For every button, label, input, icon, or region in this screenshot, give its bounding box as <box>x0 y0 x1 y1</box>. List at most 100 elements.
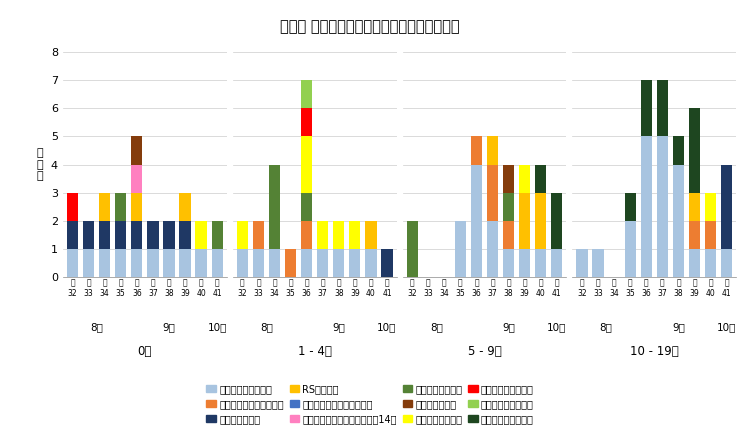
Bar <box>673 136 684 165</box>
Bar <box>657 136 668 277</box>
Bar <box>381 249 393 277</box>
Text: 8月: 8月 <box>260 322 273 332</box>
Bar <box>115 221 127 249</box>
Bar <box>301 80 312 108</box>
Bar <box>349 249 360 277</box>
Text: 8月: 8月 <box>599 322 613 332</box>
Text: 1 - 4歳: 1 - 4歳 <box>297 345 332 358</box>
Bar <box>487 136 498 165</box>
Bar <box>333 221 344 249</box>
Bar <box>721 165 733 249</box>
Bar <box>641 136 652 277</box>
Bar <box>471 136 482 165</box>
Bar <box>503 165 514 193</box>
Bar <box>115 249 127 277</box>
Bar <box>301 193 312 221</box>
Bar <box>519 193 531 249</box>
Bar <box>455 221 466 277</box>
Text: 0歳: 0歳 <box>138 345 152 358</box>
Bar <box>705 193 716 221</box>
Bar <box>406 221 418 277</box>
Bar <box>131 136 142 165</box>
Bar <box>99 221 110 249</box>
Bar <box>237 221 248 249</box>
Bar <box>689 221 700 249</box>
Text: 9月: 9月 <box>502 322 515 332</box>
Bar <box>164 221 175 249</box>
Bar <box>487 221 498 277</box>
Bar <box>179 221 191 249</box>
Text: 年齢別 病原体検出数の推移（不検出を除く）: 年齢別 病原体検出数の推移（不検出を除く） <box>280 19 460 35</box>
Bar <box>164 249 175 277</box>
Bar <box>83 249 94 277</box>
Bar <box>519 249 531 277</box>
Bar <box>67 193 78 221</box>
Bar <box>657 80 668 136</box>
Bar <box>349 221 360 249</box>
Bar <box>503 221 514 249</box>
Bar <box>67 221 78 249</box>
Bar <box>301 249 312 277</box>
Text: 5 - 9歳: 5 - 9歳 <box>468 345 502 358</box>
Bar <box>285 249 296 277</box>
Text: 9月: 9月 <box>672 322 685 332</box>
Legend: 新型コロナウイルス, インフルエンザウイルス, ライノウイルス, RSウイルス, ヒトメタニューモウイルス, パラインフルエンザウイルス14型, ヒトボカウイル: 新型コロナウイルス, インフルエンザウイルス, ライノウイルス, RSウイルス,… <box>206 384 534 424</box>
Bar <box>689 249 700 277</box>
Bar <box>625 193 636 221</box>
Bar <box>551 193 562 249</box>
Bar <box>333 249 344 277</box>
Bar <box>689 108 700 193</box>
Bar <box>147 221 158 249</box>
Bar <box>99 249 110 277</box>
Bar <box>471 165 482 277</box>
Bar <box>576 249 588 277</box>
Bar <box>535 193 546 249</box>
Bar <box>195 249 206 277</box>
Bar <box>269 165 280 249</box>
Text: 9月: 9月 <box>163 322 175 332</box>
Text: 10月: 10月 <box>207 322 227 332</box>
Bar <box>131 221 142 249</box>
Bar <box>301 108 312 136</box>
Bar <box>535 165 546 193</box>
Bar <box>67 249 78 277</box>
Text: 8月: 8月 <box>90 322 103 332</box>
Bar <box>301 136 312 193</box>
Bar <box>503 249 514 277</box>
Bar <box>115 193 127 221</box>
Bar <box>131 249 142 277</box>
Text: 10 - 19歳: 10 - 19歳 <box>630 345 679 358</box>
Text: 10月: 10月 <box>717 322 736 332</box>
Text: 10月: 10月 <box>547 322 567 332</box>
Bar <box>689 193 700 221</box>
Bar <box>131 165 142 193</box>
Bar <box>366 249 377 277</box>
Text: 9月: 9月 <box>332 322 346 332</box>
Bar <box>503 193 514 221</box>
Bar <box>212 221 223 249</box>
Bar <box>705 221 716 249</box>
Bar <box>253 221 264 249</box>
Bar <box>535 249 546 277</box>
Bar <box>301 221 312 249</box>
Bar <box>179 193 191 221</box>
Bar <box>179 249 191 277</box>
Bar <box>721 249 733 277</box>
Text: 8月: 8月 <box>430 322 443 332</box>
Bar <box>147 249 158 277</box>
Bar <box>195 221 206 249</box>
Bar <box>237 249 248 277</box>
Bar <box>99 193 110 221</box>
Bar <box>317 221 329 249</box>
Bar <box>212 249 223 277</box>
Bar <box>705 249 716 277</box>
Bar <box>83 221 94 249</box>
Bar <box>519 165 531 193</box>
Bar <box>551 249 562 277</box>
Bar <box>366 221 377 249</box>
Bar <box>641 80 652 136</box>
Bar <box>673 165 684 277</box>
Bar <box>487 165 498 221</box>
Bar <box>131 193 142 221</box>
Bar <box>625 221 636 277</box>
